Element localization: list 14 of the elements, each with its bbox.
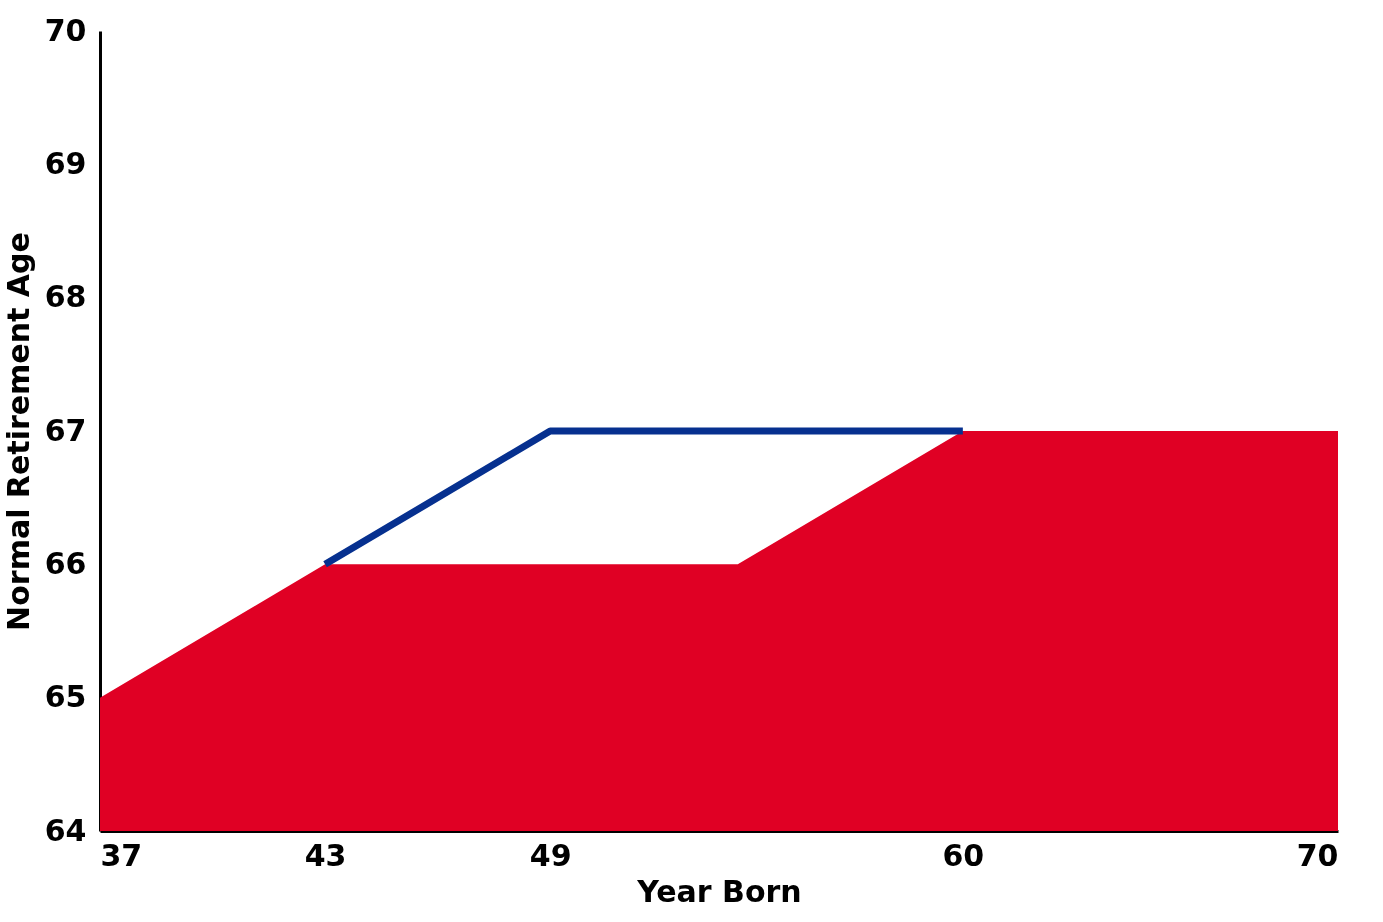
y-axis-title: Normal Retirement Age (0, 232, 36, 631)
y-tick-label: 67 (44, 412, 87, 448)
x-tick-label: 49 (529, 837, 572, 873)
y-tick-label: 68 (44, 279, 87, 315)
x-tick-label: 60 (942, 837, 985, 873)
y-tick-label: 65 (44, 679, 87, 715)
y-tick-label: 66 (44, 545, 87, 581)
x-tick-label: 37 (100, 837, 143, 873)
x-tick-label: 70 (1296, 837, 1339, 873)
x-tick-label: 43 (304, 837, 347, 873)
x-axis-title: Year Born (636, 873, 802, 909)
y-tick-label: 69 (44, 145, 87, 181)
y-tick-label: 70 (44, 12, 87, 48)
y-tick-label: 64 (44, 812, 87, 848)
